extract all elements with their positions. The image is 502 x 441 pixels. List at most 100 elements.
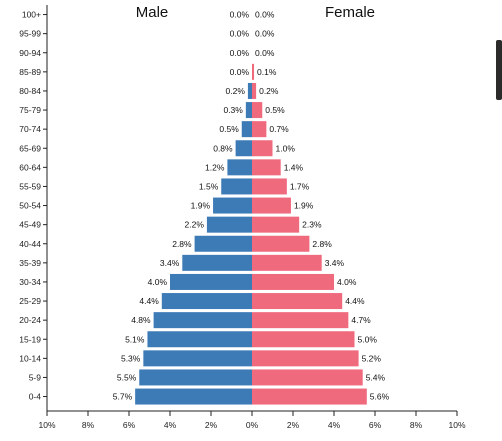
- bar-female: [252, 293, 343, 310]
- y-tick-label: 10-14: [19, 353, 41, 363]
- data-label-male: 0.0%: [230, 67, 250, 77]
- data-label-female: 0.0%: [255, 10, 275, 20]
- data-label-female: 0.1%: [257, 67, 277, 77]
- data-label-female: 1.9%: [294, 201, 314, 211]
- data-label-female: 5.4%: [366, 372, 386, 382]
- bar-male: [235, 140, 252, 157]
- data-label-male: 5.7%: [113, 392, 133, 402]
- bar-female: [252, 82, 257, 99]
- y-tick-label: 25-29: [19, 296, 41, 306]
- data-label-female: 4.4%: [345, 296, 365, 306]
- bar-female: [252, 216, 300, 233]
- y-tick-label: 85-89: [19, 67, 41, 77]
- data-label-female: 5.2%: [362, 353, 382, 363]
- data-label-male: 0.0%: [230, 10, 250, 20]
- x-tick-label: 2%: [287, 420, 300, 430]
- bar-male: [245, 102, 252, 119]
- bar-female: [252, 121, 267, 138]
- data-label-male: 0.2%: [226, 86, 246, 96]
- bar-female: [252, 350, 359, 367]
- data-label-female: 0.2%: [259, 86, 279, 96]
- x-tick-label: 10%: [38, 420, 55, 430]
- data-label-male: 4.8%: [131, 315, 151, 325]
- x-tick-label: 6%: [123, 420, 136, 430]
- x-tick-label: 8%: [82, 420, 95, 430]
- series-name-female: Female: [325, 4, 375, 21]
- y-tick-label: 20-24: [19, 315, 41, 325]
- x-tick-label: 2%: [205, 420, 218, 430]
- data-label-female: 0.5%: [265, 105, 285, 115]
- y-tick-label: 35-39: [19, 258, 41, 268]
- data-label-male: 0.5%: [219, 124, 239, 134]
- edge-scrollbar[interactable]: [496, 40, 502, 100]
- y-tick-label: 95-99: [19, 29, 41, 39]
- bar-male: [206, 216, 252, 233]
- bar-female: [252, 254, 322, 271]
- bar-male: [194, 235, 252, 252]
- bar-female: [252, 102, 263, 119]
- y-tick-label: 70-74: [19, 124, 41, 134]
- data-label-male: 0.0%: [230, 29, 250, 39]
- data-label-male: 1.5%: [199, 181, 219, 191]
- bar-female: [252, 235, 310, 252]
- bar-male: [213, 197, 252, 214]
- y-tick-label: 65-69: [19, 143, 41, 153]
- x-tick-label: 8%: [410, 420, 423, 430]
- y-tick-label: 80-84: [19, 86, 41, 96]
- data-label-female: 5.0%: [358, 334, 378, 344]
- y-tick-label: 0-4: [29, 392, 42, 402]
- y-tick-label: 45-49: [19, 220, 41, 230]
- x-tick-label: 6%: [369, 420, 382, 430]
- data-label-male: 0.3%: [223, 105, 243, 115]
- data-label-male: 3.4%: [160, 258, 180, 268]
- data-label-male: 5.3%: [121, 353, 141, 363]
- data-label-male: 1.2%: [205, 162, 225, 172]
- data-label-female: 5.6%: [370, 392, 390, 402]
- x-tick-label: 4%: [164, 420, 177, 430]
- data-label-male: 4.0%: [148, 277, 168, 287]
- bar-male: [147, 331, 252, 348]
- y-tick-label: 40-44: [19, 239, 41, 249]
- data-label-female: 1.7%: [290, 181, 310, 191]
- bar-male: [182, 254, 252, 271]
- bar-male: [227, 159, 252, 176]
- x-tick-label: 0%: [246, 420, 259, 430]
- data-label-female: 0.0%: [255, 48, 275, 58]
- data-label-male: 5.5%: [117, 372, 137, 382]
- bar-male: [143, 350, 252, 367]
- y-tick-label: 90-94: [19, 48, 41, 58]
- data-label-female: 2.8%: [312, 239, 332, 249]
- bar-female: [252, 369, 363, 386]
- data-label-female: 2.3%: [302, 220, 322, 230]
- bar-male: [221, 178, 252, 195]
- data-label-male: 1.9%: [191, 201, 211, 211]
- y-tick-label: 75-79: [19, 105, 41, 115]
- y-tick-label: 55-59: [19, 181, 41, 191]
- y-tick-label: 5-9: [29, 372, 42, 382]
- bar-female: [252, 178, 287, 195]
- data-label-male: 5.1%: [125, 334, 145, 344]
- bar-female: [252, 197, 291, 214]
- data-label-female: 4.0%: [337, 277, 357, 287]
- bar-male: [247, 82, 252, 99]
- data-label-female: 4.7%: [351, 315, 371, 325]
- x-tick-label: 4%: [328, 420, 341, 430]
- bar-female: [252, 388, 367, 405]
- bar-female: [252, 273, 334, 290]
- data-label-female: 0.0%: [255, 29, 275, 39]
- bar-female: [252, 312, 349, 329]
- data-label-male: 0.8%: [213, 143, 233, 153]
- y-tick-label: 60-64: [19, 162, 41, 172]
- bar-male: [161, 293, 252, 310]
- bar-female: [252, 140, 273, 157]
- bar-male: [139, 369, 252, 386]
- y-tick-label: 100+: [22, 10, 41, 20]
- bar-male: [135, 388, 252, 405]
- bar-male: [153, 312, 252, 329]
- bar-male: [170, 273, 252, 290]
- y-tick-label: 30-34: [19, 277, 41, 287]
- bar-female: [252, 63, 255, 80]
- x-tick-label: 10%: [448, 420, 465, 430]
- y-tick-label: 15-19: [19, 334, 41, 344]
- data-label-female: 3.4%: [325, 258, 345, 268]
